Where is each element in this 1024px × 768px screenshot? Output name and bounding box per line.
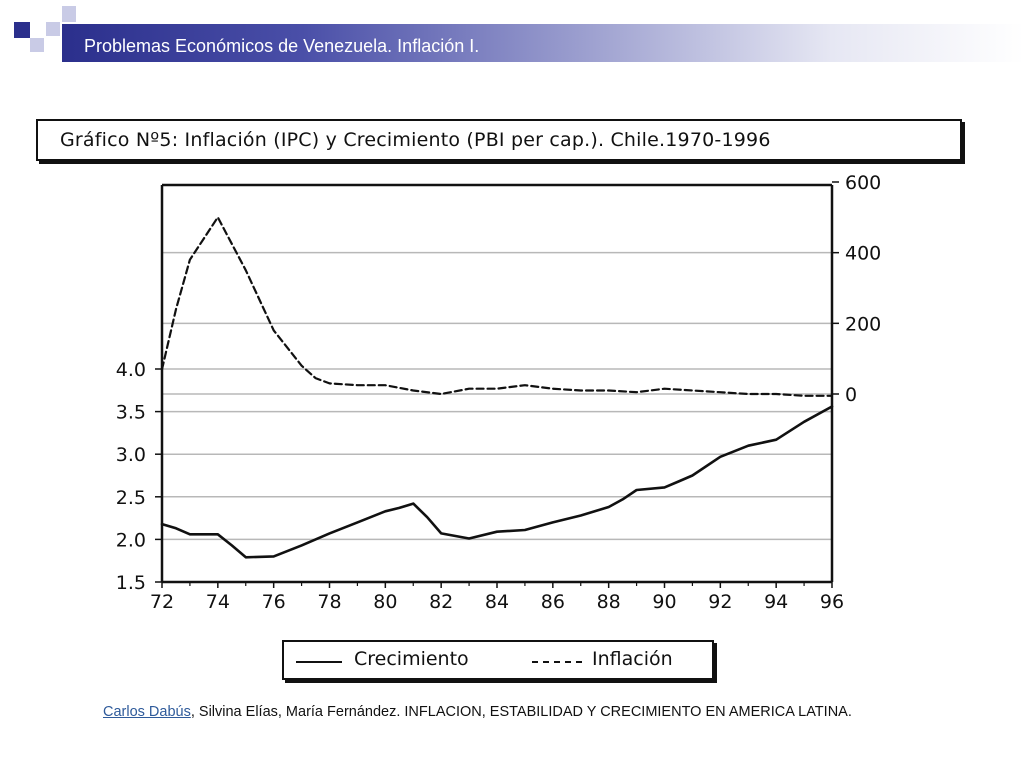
series-line-crecimiento [160,405,834,559]
x-tick-label-76: 76 [262,591,286,613]
x-tick-label-86: 86 [541,591,565,613]
x-tick-label-96: 96 [820,591,844,613]
x-tick-label-84: 84 [485,591,509,613]
y-left-tick-label-3.0: 3.0 [116,444,146,466]
x-tick-label-88: 88 [597,591,621,613]
y-left-tick-label-2.5: 2.5 [116,487,146,509]
header-square-light-3 [62,6,76,22]
author-link[interactable]: Carlos Dabús [103,704,191,720]
citation-text: , Silvina Elías, María Fernández. INFLAC… [190,704,852,720]
y-left-tick-label-1.5: 1.5 [116,572,146,594]
x-tick-label-90: 90 [652,591,676,613]
legend-swatch-inflacion [532,661,582,663]
header-square-light-2 [46,22,60,36]
header-square-light-1 [30,38,44,52]
chart-title: Gráfico Nº5: Inflación (IPC) y Crecimien… [60,129,771,151]
x-tick-label-72: 72 [150,591,174,613]
y-right-tick-label-400: 400 [845,243,881,265]
legend-label-inflacion: Inflación [592,648,673,670]
y-left-tick-label-2.0: 2.0 [116,529,146,551]
legend-label-crecimiento: Crecimiento [354,648,469,670]
citation: Carlos Dabús, Silvina Elías, María Ferná… [103,702,953,722]
chart-title-box: Gráfico Nº5: Inflación (IPC) y Crecimien… [36,119,962,161]
chart-legend: Crecimiento Inflación [282,640,714,680]
x-tick-label-82: 82 [429,591,453,613]
x-tick-label-92: 92 [708,591,732,613]
series-line-inflaci-n [160,216,834,397]
header-bar [62,24,1024,62]
x-tick-label-78: 78 [317,591,341,613]
y-right-tick-label-200: 200 [845,313,881,335]
header-square-dark [14,22,30,38]
x-tick-label-74: 74 [206,591,230,613]
y-right-tick-label-600: 600 [845,172,881,194]
y-right-tick-label-0: 0 [845,384,857,406]
x-tick-label-80: 80 [373,591,397,613]
slide-title: Problemas Económicos de Venezuela. Infla… [84,36,480,56]
legend-swatch-crecimiento [296,661,342,663]
y-left-tick-label-4.0: 4.0 [116,359,146,381]
x-tick-label-94: 94 [764,591,788,613]
y-left-tick-label-3.5: 3.5 [116,402,146,424]
